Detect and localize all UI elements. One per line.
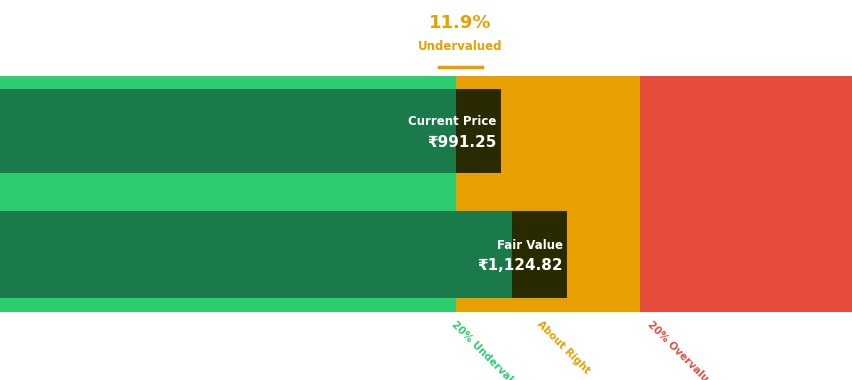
Bar — [0, 76, 456, 312]
Bar — [639, 76, 852, 312]
Text: 20% Overvalued: 20% Overvalued — [645, 319, 719, 380]
Text: Undervalued: Undervalued — [417, 40, 503, 53]
Bar — [0, 76, 456, 89]
Bar — [0, 211, 511, 298]
Text: Fair Value: Fair Value — [497, 239, 562, 252]
Bar — [0, 298, 456, 312]
Text: 20% Undervalued: 20% Undervalued — [449, 319, 529, 380]
Bar — [456, 89, 500, 173]
Bar — [511, 76, 639, 312]
Bar — [0, 198, 456, 211]
Text: ₹991.25: ₹991.25 — [427, 135, 496, 150]
Bar — [511, 211, 567, 298]
Bar — [0, 173, 456, 186]
Text: Current Price: Current Price — [407, 115, 496, 128]
Text: ₹1,124.82: ₹1,124.82 — [477, 258, 562, 274]
Text: About Right: About Right — [534, 319, 590, 376]
Bar — [456, 76, 511, 312]
Text: 11.9%: 11.9% — [429, 14, 492, 32]
Bar — [0, 89, 456, 173]
